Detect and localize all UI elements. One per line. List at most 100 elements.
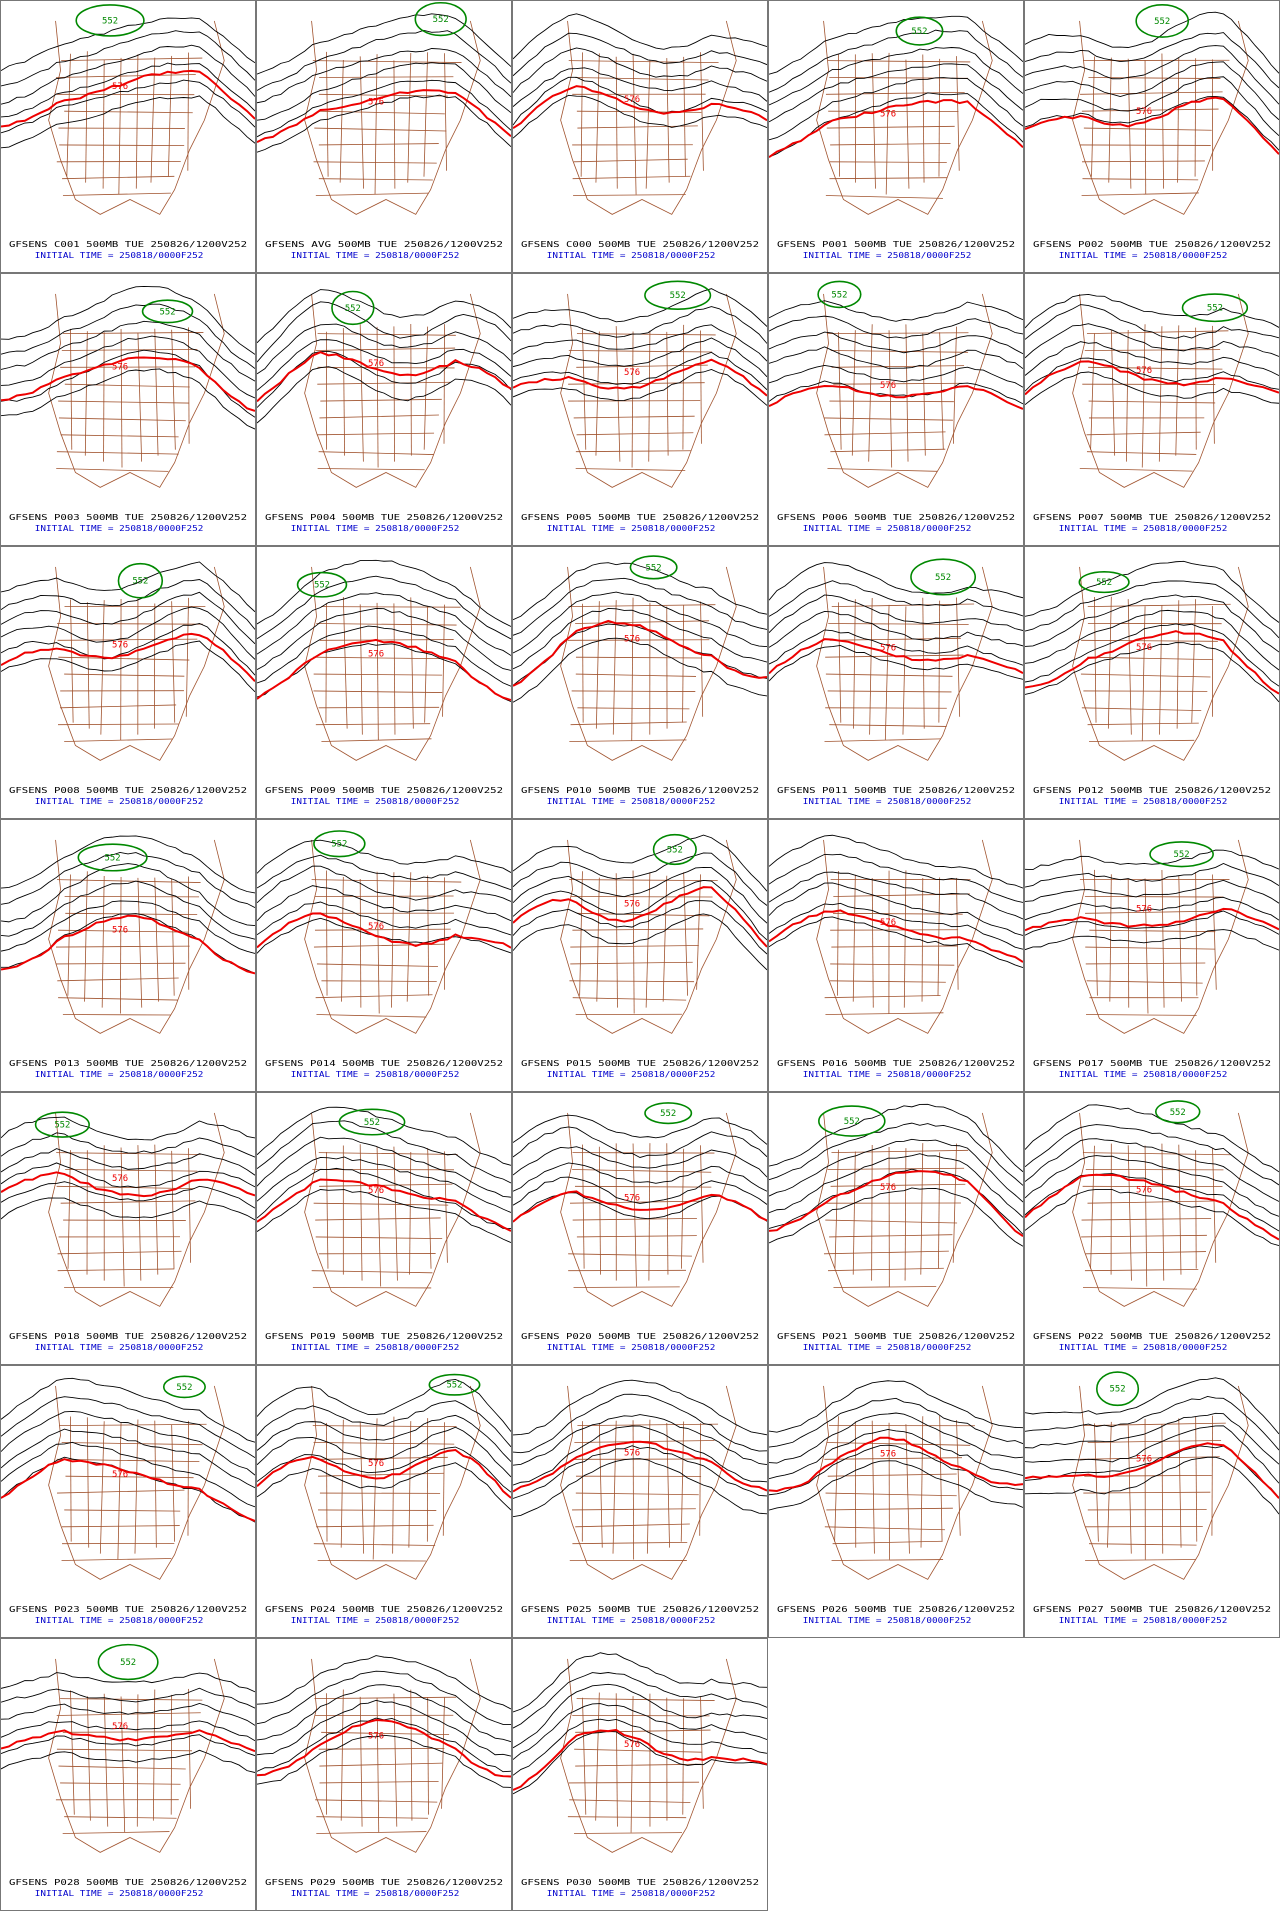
boundaries: [48, 1112, 225, 1307]
border: [1127, 1425, 1132, 1554]
border: [831, 365, 965, 368]
border: [952, 326, 957, 444]
border: [568, 60, 719, 63]
border: [827, 690, 952, 693]
border: [905, 324, 909, 462]
height-contour: [1025, 1188, 1279, 1246]
contour-576: [513, 358, 767, 397]
coastline: [1072, 20, 1249, 215]
border: [103, 332, 105, 462]
map: 552 576 GFSENS P015 500MB TUE 250826/1200V…: [513, 833, 767, 1079]
border: [851, 330, 856, 456]
height-contour: [769, 63, 1023, 123]
height-contour: [257, 289, 511, 344]
border: [853, 599, 856, 729]
border: [569, 1200, 703, 1204]
height-contour: [769, 916, 1023, 969]
border: [615, 873, 618, 1008]
map: 552 576 GFSENS P003 500MB TUE 250826/1200V…: [1, 286, 255, 533]
border: [700, 1696, 704, 1809]
coastline: [1072, 293, 1249, 488]
height-contour: [1, 863, 255, 926]
border: [319, 1762, 443, 1767]
contour-label: 576: [880, 1183, 896, 1193]
border: [576, 333, 716, 336]
border: [700, 1145, 704, 1263]
border: [57, 1250, 182, 1255]
border: [58, 1765, 186, 1770]
height-contour: [1, 1181, 255, 1209]
height-contour: [513, 1114, 767, 1145]
border: [829, 724, 947, 727]
border: [150, 57, 156, 183]
height-contour: [1, 622, 255, 676]
border: [317, 468, 425, 471]
boundaries: [816, 839, 993, 1034]
border: [56, 468, 169, 472]
contour-552: [1096, 1371, 1140, 1407]
border: [1086, 330, 1229, 334]
contour-552: [77, 843, 148, 872]
boundaries: [816, 1385, 993, 1580]
border: [313, 656, 451, 660]
border: [313, 1202, 449, 1206]
map: 552 576 GFSENS P014 500MB TUE 250826/1200V…: [257, 830, 511, 1079]
border: [392, 1416, 395, 1554]
height-contour: [513, 913, 767, 971]
border: [423, 52, 429, 177]
height-contour: [257, 608, 511, 671]
contour-576: [1, 1171, 255, 1198]
height-contour: [257, 901, 511, 936]
height-contour: [769, 1380, 1023, 1433]
border: [700, 330, 702, 444]
height-contour: [1, 900, 255, 954]
panel-title: GFSENS P028 500MB TUE 250826/1200V252: [9, 1877, 247, 1887]
height-contour: [513, 852, 767, 906]
border: [58, 417, 186, 422]
border: [1176, 600, 1180, 729]
border: [188, 1148, 192, 1263]
border: [1083, 1491, 1211, 1494]
contour-label: 552: [159, 307, 175, 317]
border: [1094, 869, 1098, 996]
border: [830, 963, 955, 966]
panel-title: GFSENS P013 500MB TUE 250826/1200V252: [9, 1058, 247, 1068]
border: [137, 1145, 142, 1281]
border: [615, 326, 621, 462]
height-contour: [1025, 1377, 1279, 1435]
map: 576 GFSENS P026 500MB TUE 250826/1200V252…: [769, 1380, 1023, 1625]
height-contour: [513, 306, 767, 344]
contour-552: [75, 4, 145, 37]
coastline: [816, 1112, 993, 1307]
height-contour: [257, 323, 511, 375]
border: [582, 329, 587, 450]
border: [1107, 1421, 1112, 1548]
border: [427, 875, 430, 996]
height-contour: [769, 562, 1023, 601]
coastline: [1072, 839, 1249, 1034]
contour-552: [818, 1105, 886, 1137]
map-panel: 552 576 GFSENS P008 500MB TUE 250826/1200V…: [0, 546, 256, 819]
border: [572, 1508, 696, 1511]
panel-init-time: INITIAL TIME = 250818/0000F252: [35, 1342, 204, 1352]
border: [1091, 56, 1095, 177]
map: 552 576 GFSENS P012 500MB TUE 250826/1200V…: [1025, 560, 1279, 806]
contour-576: [1025, 1173, 1279, 1241]
border: [135, 54, 139, 189]
coastline: [48, 566, 225, 761]
contour-label: 576: [624, 899, 640, 909]
border: [1082, 1152, 1231, 1156]
border: [938, 600, 941, 723]
panel-title: GFSENS P005 500MB TUE 250826/1200V252: [521, 512, 759, 522]
border: [316, 963, 439, 967]
contour-label: 552: [314, 581, 330, 591]
border: [1090, 333, 1095, 450]
border: [57, 977, 179, 982]
border: [313, 1543, 436, 1546]
border: [59, 704, 177, 709]
border: [1161, 1143, 1165, 1281]
border: [827, 1167, 965, 1170]
coastline: [1072, 1112, 1249, 1307]
border: [572, 1169, 712, 1173]
panel-init-time: INITIAL TIME = 250818/0000F252: [547, 1615, 716, 1625]
